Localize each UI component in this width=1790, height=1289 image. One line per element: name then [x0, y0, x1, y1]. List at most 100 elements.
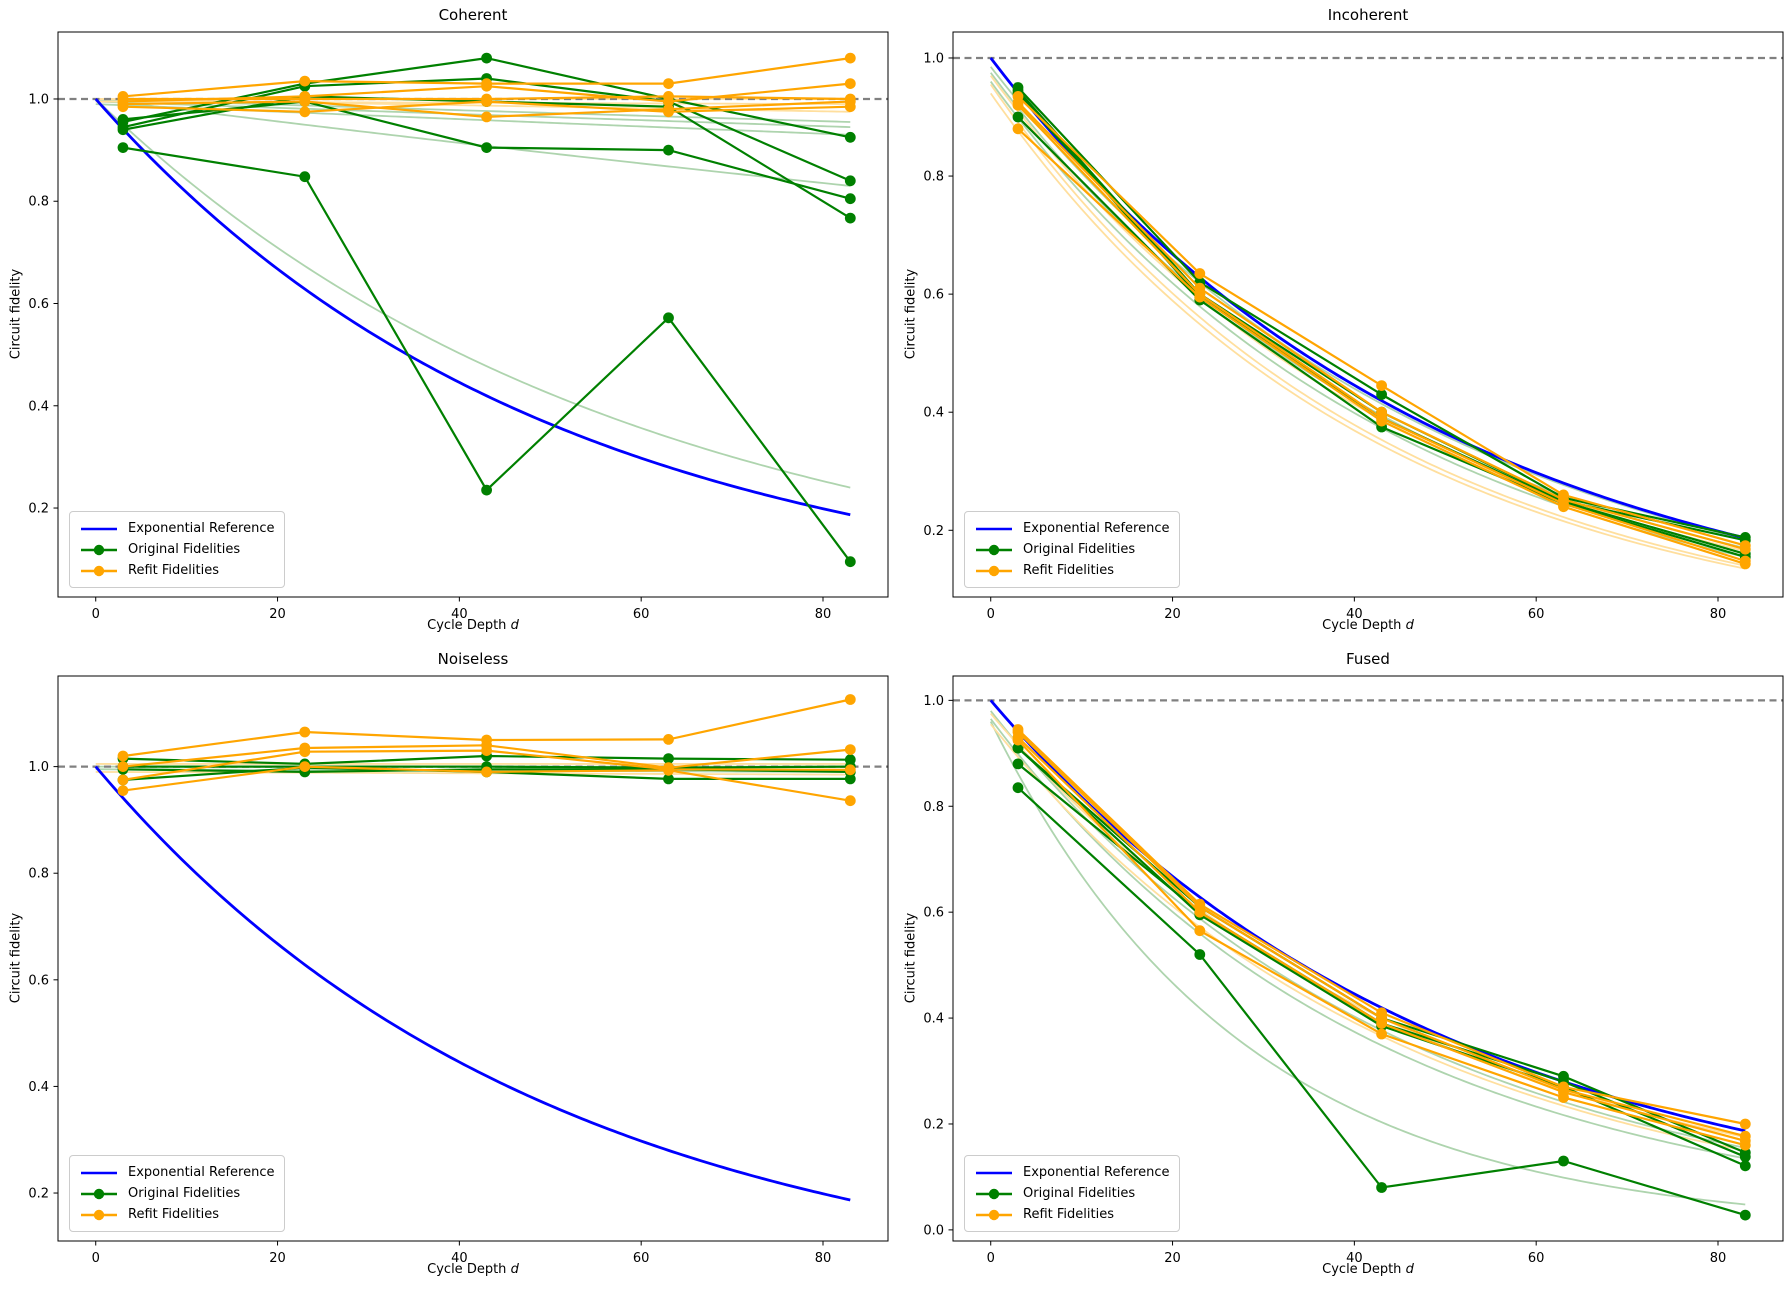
legend-line-sample	[976, 527, 1012, 530]
legend-item-refit-fidelities: Refit Fidelities	[973, 560, 1169, 581]
original-fidelity-line	[1017, 86, 1746, 539]
refit-fidelity-line	[1017, 127, 1746, 565]
refit-fidelity-marker	[1558, 1092, 1569, 1103]
x-axis-label: Cycle Depth d	[58, 618, 888, 633]
original-fidelity-line	[1017, 747, 1746, 1154]
legend: Exponential Reference Original Fidelities…	[964, 511, 1181, 588]
plot-fused: Fused Circuit fidelity 0 20 40 60 80 0.0 0.2 0.…	[895, 644, 1790, 1288]
legend-line-marker-sample	[976, 565, 1012, 576]
x-tick-label: 20	[269, 607, 286, 622]
refit-fidelity-line	[1017, 728, 1746, 1126]
axes-spines	[57, 675, 889, 1242]
x-axis-variable: d	[1405, 618, 1414, 633]
y-tick-label: 0.2	[28, 502, 49, 517]
legend-item-refit-fidelities: Refit Fidelities	[78, 560, 274, 581]
x-tick-label: 80	[815, 607, 832, 622]
refit-fidelity-marker	[1376, 380, 1387, 391]
legend-label: Exponential Reference	[1023, 521, 1170, 536]
refit-fidelity-marker	[481, 80, 492, 92]
original-fidelity-marker	[844, 131, 856, 143]
x-tick-label: 0	[92, 607, 100, 622]
legend-label: Exponential Reference	[128, 1165, 275, 1180]
plot-incoherent: Incoherent Circuit fidelity 0 20 40 60 80 0.2…	[895, 0, 1790, 644]
x-axis-label: Cycle Depth d	[953, 1262, 1783, 1277]
fit-curve	[990, 723, 1746, 1152]
y-tick-label: 0.6	[28, 973, 49, 988]
original-fidelity-marker	[663, 773, 674, 785]
legend-item-exponential-reference: Exponential Reference	[973, 518, 1169, 539]
y-tick-label: 0.2	[923, 524, 944, 539]
x-axis-label-text: Cycle Depth	[1322, 1262, 1402, 1277]
original-fidelity-marker	[1012, 782, 1024, 794]
fit-curve	[989, 84, 1746, 567]
x-tick-label: 60	[633, 1251, 650, 1266]
legend-line-sample	[976, 1171, 1012, 1174]
legend-label: Original Fidelities	[128, 1186, 241, 1201]
x-tick-label: 20	[1164, 607, 1181, 622]
refit-fidelity-marker	[844, 694, 856, 705]
y-tick-label: 0.6	[923, 906, 944, 921]
y-tick-label: 0.4	[923, 1012, 944, 1027]
y-tick-label: 0.8	[28, 867, 49, 882]
refit-fidelity-marker	[663, 78, 674, 89]
original-fidelity-marker	[1376, 389, 1387, 400]
refit-fidelity-marker	[1376, 1018, 1387, 1029]
y-tick-label: 0.6	[923, 288, 944, 303]
x-tick-label: 40	[1346, 1251, 1363, 1266]
original-fidelity-line	[1017, 763, 1746, 1158]
y-tick-label: 0.4	[28, 399, 49, 414]
x-tick-label: 40	[451, 1251, 468, 1266]
refit-fidelity-marker	[844, 52, 856, 64]
original-fidelity-marker	[1012, 742, 1024, 754]
x-axis-label-text: Cycle Depth	[427, 1262, 507, 1277]
x-axis-variable: d	[510, 618, 519, 633]
original-fidelity-marker	[663, 144, 674, 156]
refit-fidelity-marker	[299, 726, 311, 738]
fit-curve	[990, 66, 1746, 541]
refit-fidelity-marker	[1739, 543, 1751, 555]
original-fidelity-marker	[844, 773, 856, 785]
refit-fidelity-marker	[299, 746, 311, 758]
plot-title: Incoherent	[1327, 6, 1409, 24]
refit-fidelity-marker	[663, 734, 674, 745]
legend-line-marker-sample	[81, 544, 117, 555]
legend-line-sample	[81, 1171, 117, 1174]
exponential-reference-line	[989, 57, 1746, 540]
refit-fidelity-marker	[1194, 291, 1206, 303]
original-fidelity-marker	[481, 484, 492, 496]
refit-fidelity-marker	[117, 761, 129, 772]
refit-fidelity-marker	[1739, 558, 1751, 570]
legend-label: Refit Fidelities	[1023, 1207, 1114, 1222]
original-fidelity-marker	[1012, 111, 1024, 123]
refit-fidelity-line	[1017, 95, 1746, 547]
refit-fidelity-marker	[1012, 99, 1024, 111]
legend-line-marker-sample	[976, 1188, 1012, 1199]
refit-fidelity-marker	[663, 106, 674, 118]
original-fidelity-marker	[481, 142, 492, 154]
refit-fidelity-marker	[117, 101, 129, 113]
exponential-reference-line	[94, 765, 851, 1202]
refit-fidelity-marker	[481, 96, 492, 107]
refit-fidelity-line	[1017, 101, 1746, 551]
plot-title: Coherent	[438, 6, 508, 24]
x-tick-label: 60	[1528, 607, 1545, 622]
y-tick-label: 1.0	[923, 51, 944, 66]
x-axis-label: Cycle Depth d	[58, 1262, 888, 1277]
original-fidelity-line	[1017, 92, 1746, 555]
fit-curve	[990, 718, 1746, 1160]
legend-label: Exponential Reference	[1023, 1165, 1170, 1180]
original-fidelity-marker	[299, 171, 311, 183]
fit-curve	[990, 710, 1746, 1149]
fit-curve	[989, 92, 1746, 570]
refit-fidelity-marker	[117, 750, 129, 762]
refit-fidelity-marker	[1012, 734, 1024, 746]
x-tick-label: 20	[269, 1251, 286, 1266]
original-fidelity-line	[122, 146, 852, 563]
refit-fidelity-marker	[299, 761, 311, 772]
plot-title: Noiseless	[437, 650, 509, 668]
y-tick-label: 0.8	[28, 195, 49, 210]
y-tick-label: 1.0	[923, 694, 944, 709]
original-fidelity-marker	[1558, 1155, 1569, 1167]
x-tick-label: 80	[1710, 607, 1727, 622]
